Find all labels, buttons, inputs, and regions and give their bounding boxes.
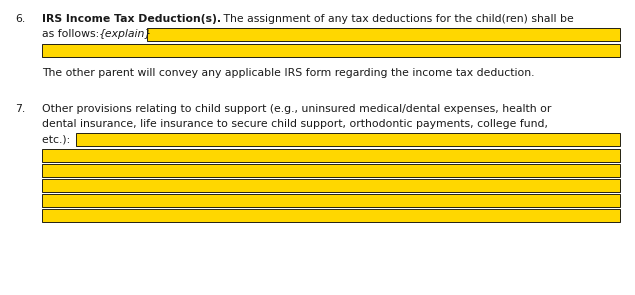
Text: IRS Income Tax Deduction(s).: IRS Income Tax Deduction(s).: [42, 14, 221, 24]
Bar: [42, 179, 620, 192]
Bar: [42, 194, 620, 207]
Bar: [76, 133, 620, 146]
Text: Other provisions relating to child support (e.g., uninsured medical/dental expen: Other provisions relating to child suppo…: [42, 104, 551, 114]
Text: dental insurance, life insurance to secure child support, orthodontic payments, : dental insurance, life insurance to secu…: [42, 119, 548, 129]
Text: The assignment of any tax deductions for the child(ren) shall be: The assignment of any tax deductions for…: [220, 14, 574, 24]
Text: as follows:: as follows:: [42, 29, 103, 39]
Bar: [42, 209, 620, 222]
Bar: [42, 149, 620, 162]
Bar: [42, 44, 620, 57]
Text: {explain}: {explain}: [99, 29, 152, 39]
Text: 6.: 6.: [15, 14, 25, 24]
Text: The other parent will convey any applicable IRS form regarding the income tax de: The other parent will convey any applica…: [42, 68, 535, 78]
Text: etc.):: etc.):: [42, 134, 74, 144]
Text: 7.: 7.: [15, 104, 25, 114]
Bar: [42, 164, 620, 177]
Bar: [147, 28, 620, 41]
